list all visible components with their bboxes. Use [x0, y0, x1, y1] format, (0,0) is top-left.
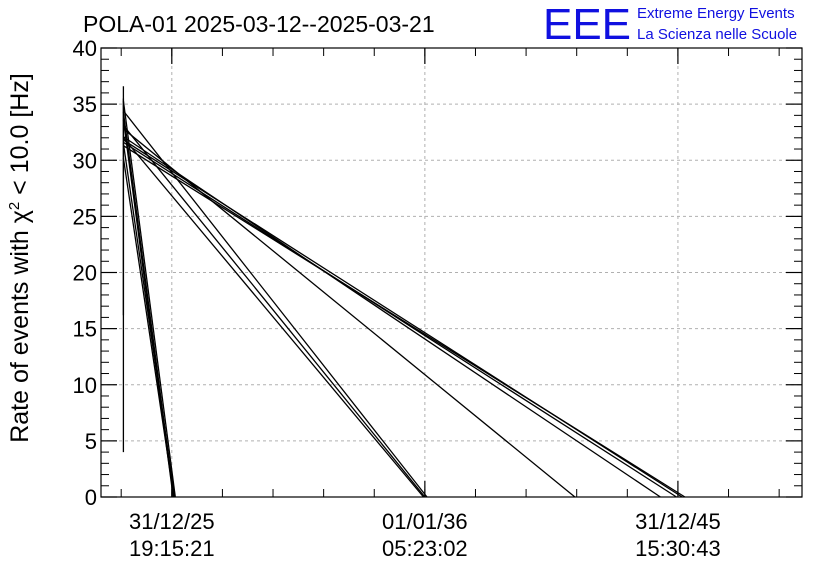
series-line [122, 157, 175, 498]
x-tick-label-time: 05:23:02 [382, 536, 468, 561]
x-tick-label-date: 01/01/36 [382, 509, 468, 534]
y-tick-labels: 0 5 10 15 20 25 30 35 40 [73, 36, 97, 510]
chart-title: POLA-01 2025-03-12--2025-03-21 [83, 11, 435, 37]
y-tick-label: 40 [73, 36, 97, 61]
y-tick-label: 30 [73, 148, 97, 173]
series-line [122, 100, 176, 498]
series-line [122, 137, 424, 498]
x-tick-label-time: 19:15:21 [129, 536, 215, 561]
y-tick-label: 5 [85, 429, 97, 454]
y-axis-label: Rate of events with χ2 < 10.0 [Hz] [6, 73, 34, 443]
y-tick-label: 35 [73, 92, 97, 117]
series-line [123, 141, 677, 498]
data-lines [122, 86, 686, 498]
y-tick-label: 25 [73, 204, 97, 229]
y-tick-label: 0 [85, 485, 97, 510]
eee-logo: EEE Extreme Energy Events La Scienza nel… [543, 0, 797, 49]
logo-line1: Extreme Energy Events [637, 5, 795, 22]
logo-mark: EEE [543, 0, 631, 49]
x-tick-label-date: 31/12/45 [635, 509, 721, 534]
series-line [122, 125, 426, 498]
series-line [122, 143, 176, 498]
y-tick-label: 15 [73, 317, 97, 342]
x-tick-label-date: 31/12/25 [129, 509, 215, 534]
plot-frame [100, 47, 803, 498]
series-line [123, 145, 686, 498]
y-tick-label: 10 [73, 373, 97, 398]
x-tick-label-time: 15:30:43 [635, 536, 721, 561]
grid [101, 48, 802, 497]
y-tick-label: 20 [73, 261, 97, 286]
logo-line2: La Scienza nelle Scuole [637, 26, 797, 43]
